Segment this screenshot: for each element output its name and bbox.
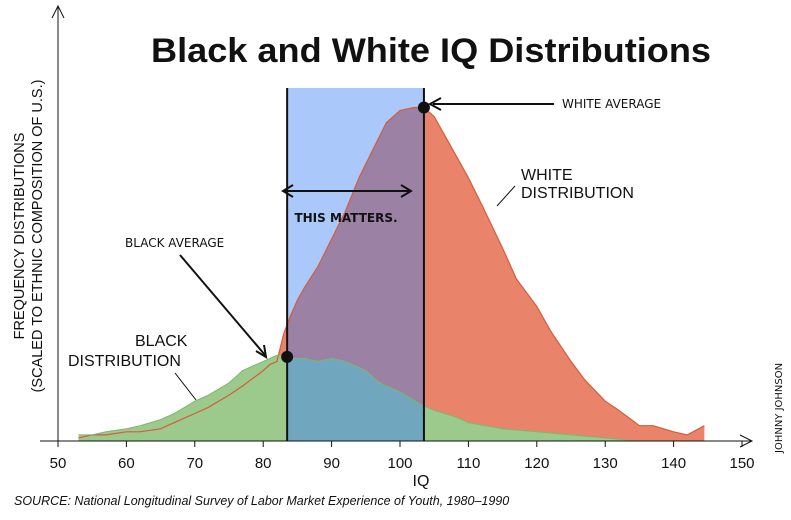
black-average-pointer (179, 254, 266, 356)
black-distribution-line (78, 354, 640, 442)
span-arrow-left-head-icon (281, 184, 294, 198)
black-average-label: BLACK AVERAGE (125, 236, 224, 250)
black-distribution-leader (174, 372, 197, 401)
x-tick-label-110: 110 (456, 455, 480, 472)
y-axis-arrow-icon (51, 4, 65, 19)
white-average-pointer-head-icon (427, 97, 442, 111)
white-average-label: WHITE AVERAGE (562, 97, 661, 111)
credit-label: JOHNNY JOHNSON (774, 363, 785, 454)
x-tick-label-140: 140 (661, 455, 686, 472)
x-tick-label-70: 70 (186, 455, 203, 472)
white-distribution-leader (496, 185, 516, 207)
white-distribution-label-line2: DISTRIBUTION (521, 185, 634, 202)
white-average-marker (417, 101, 430, 114)
span-label: THIS MATTERS. (294, 211, 397, 225)
x-tick-label-120: 120 (524, 455, 549, 472)
x-tick-label-50: 50 (50, 455, 67, 472)
x-tick-label-130: 130 (593, 455, 618, 472)
black-distribution-label-line2: DISTRIBUTION (68, 353, 181, 370)
black-average-marker (281, 350, 294, 363)
x-axis-arrow-icon (739, 434, 754, 448)
x-tick-label-150: 150 (729, 455, 754, 472)
source-note: SOURCE: National Longitudinal Survey of … (14, 494, 510, 508)
x-axis-label: IQ (413, 473, 430, 490)
x-tick-label-60: 60 (118, 455, 135, 472)
black-distribution-label-line1: BLACK (135, 333, 188, 350)
x-tick-label-90: 90 (323, 455, 340, 472)
x-tick-label-100: 100 (387, 455, 412, 472)
y-axis-label-line1: FREQUENCY DISTRIBUTIONS (12, 133, 28, 340)
white-distribution-label-line1: WHITE (521, 167, 573, 184)
y-axis-label-line2: (SCALED TO ETHNIC COMPOSITION OF U.S.) (30, 80, 46, 393)
white-distribution-line (78, 106, 705, 439)
span-arrow-right-head-icon (400, 184, 413, 198)
black-average-pointer-head-icon (255, 344, 268, 359)
x-tick-label-80: 80 (255, 455, 272, 472)
chart-title: Black and White IQ Distributions (151, 32, 711, 70)
